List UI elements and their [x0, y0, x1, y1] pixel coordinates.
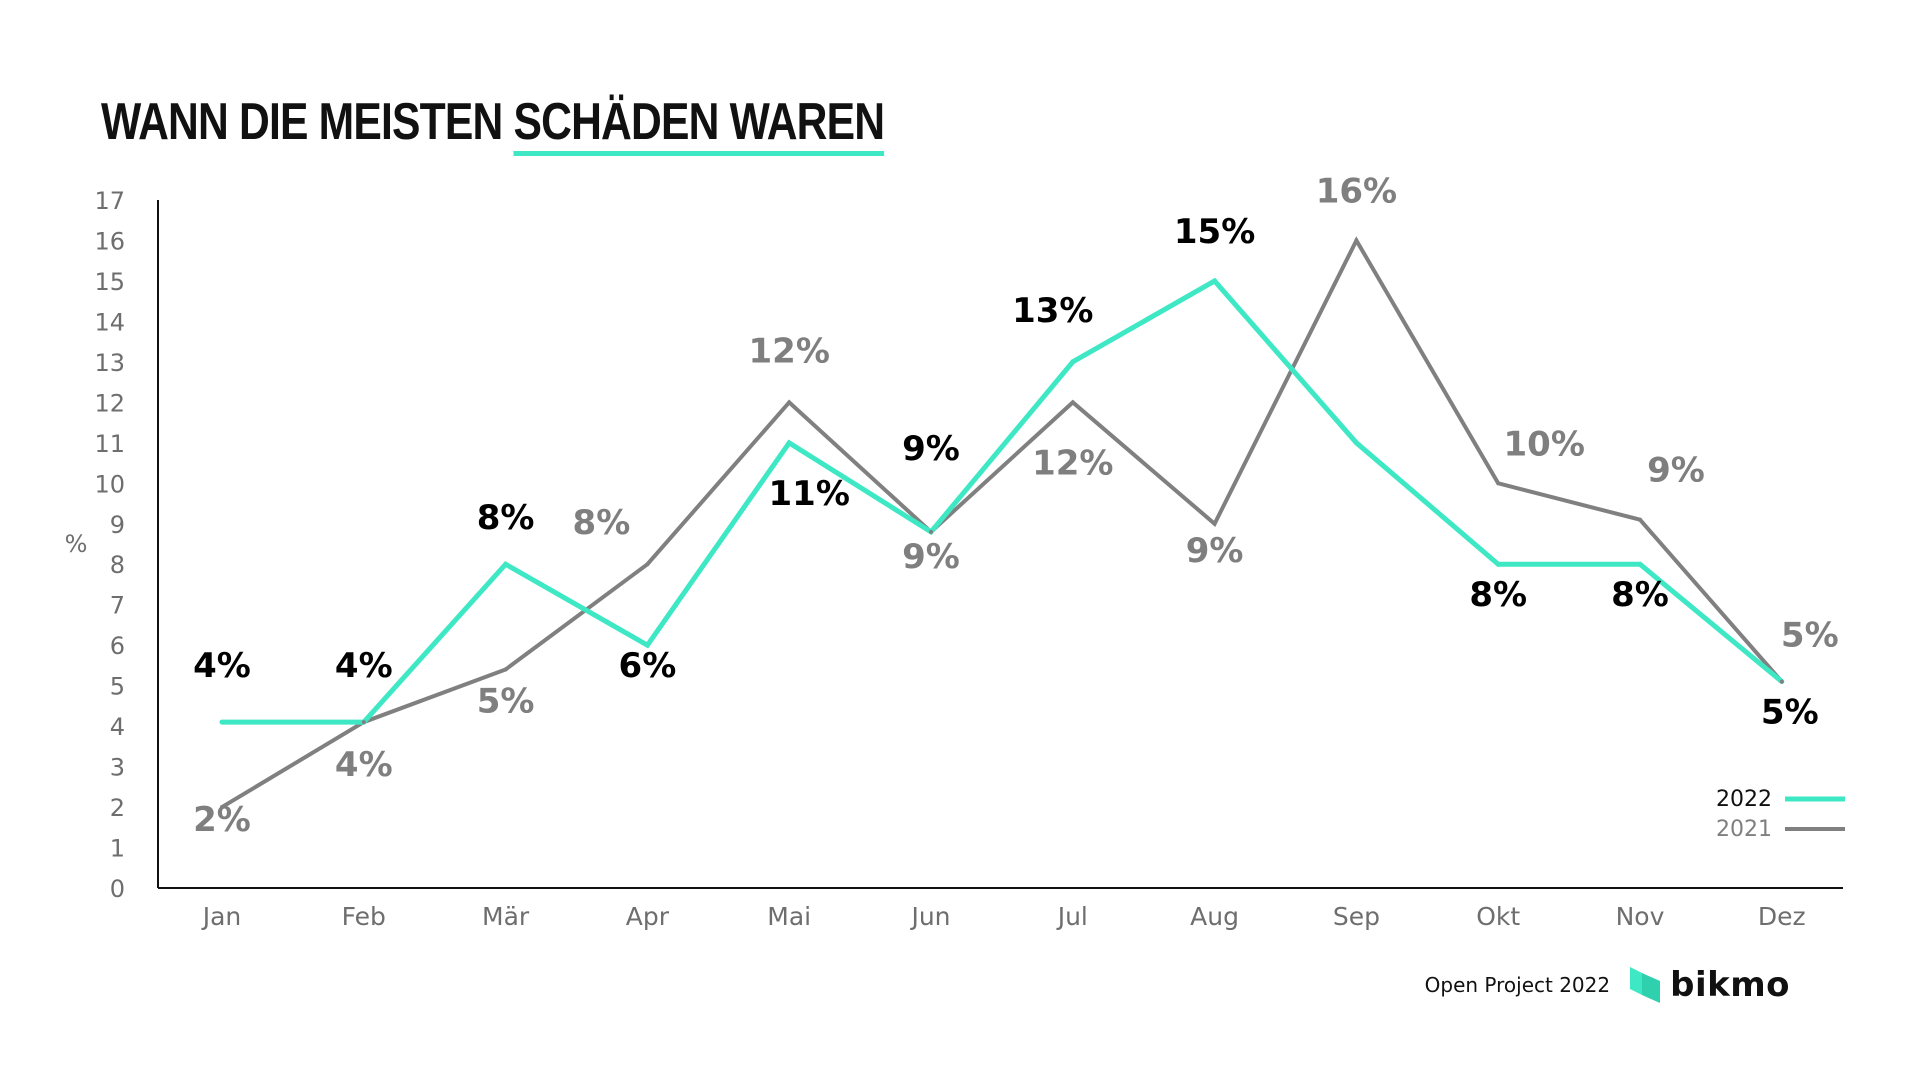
x-tick-label: Feb [342, 902, 386, 931]
y-tick-label: 7 [110, 592, 125, 620]
series-line-2021 [220, 236, 1784, 809]
data-label-2021: 8% [573, 503, 631, 543]
data-label-2021: 9% [1186, 531, 1244, 571]
data-point-2021 [1779, 679, 1784, 684]
y-tick-label: 6 [110, 632, 125, 660]
y-tick-label: 2 [110, 794, 125, 822]
x-tick-label: Okt [1476, 902, 1520, 931]
data-point-2021 [361, 720, 366, 725]
data-label-2022: 13% [1012, 291, 1093, 331]
y-axis-label: % [65, 530, 88, 558]
data-label-2021: 2% [193, 800, 251, 840]
chart-title: WANN DIE MEISTEN SCHÄDEN WAREN [101, 92, 885, 156]
y-tick-label: 17 [94, 187, 125, 215]
data-label-2021: 5% [1781, 616, 1839, 656]
data-point-2021 [645, 562, 650, 567]
data-label-2021: 9% [1647, 451, 1705, 491]
data-point-2021 [1070, 400, 1075, 405]
brand-name: bikmo [1670, 965, 1790, 1005]
footer: Open Project 2022 bikmo [1425, 965, 1790, 1005]
x-tick-label: Mai [767, 902, 811, 931]
data-point-2021 [1638, 517, 1642, 522]
brand: bikmo [1628, 965, 1790, 1005]
data-label-2022: 5% [1761, 693, 1819, 733]
data-point-2022 [1637, 561, 1643, 567]
data-label-2022: 11% [769, 474, 850, 514]
y-tick-label: 5 [110, 673, 125, 701]
x-tick-label: Jul [1056, 902, 1088, 931]
data-point-2022 [644, 642, 650, 648]
y-tick-label: 3 [110, 754, 125, 782]
data-label-2022: 4% [193, 646, 251, 686]
data-label-2021: 10% [1504, 424, 1585, 464]
y-tick-label: 9 [110, 511, 125, 539]
data-point-2022 [1070, 359, 1076, 365]
data-label-2022: 6% [619, 646, 677, 686]
data-label-2021: 16% [1316, 171, 1397, 211]
x-tick-label: Jun [909, 902, 950, 931]
title-part-1: WANN DIE MEISTEN [101, 93, 514, 151]
data-point-2021 [929, 529, 933, 534]
x-tick-label: Dez [1758, 902, 1806, 931]
y-tick-label: 1 [110, 835, 125, 863]
data-label-2021: 4% [335, 745, 393, 785]
data-label-2022: 8% [1469, 575, 1527, 615]
data-point-2022 [1495, 561, 1501, 567]
data-point-2022 [1353, 440, 1359, 446]
data-label-2022: 8% [1611, 575, 1669, 615]
data-point-2022 [786, 440, 792, 446]
x-tick-label: Apr [626, 902, 670, 931]
y-tick-label: 8 [110, 551, 125, 579]
y-tick-label: 15 [94, 268, 125, 296]
y-tick-label: 10 [94, 470, 125, 498]
data-label-2021: 12% [1032, 443, 1113, 483]
data-point-2022 [503, 561, 509, 567]
data-point-2021 [1496, 481, 1501, 486]
x-tick-label: Jan [201, 902, 242, 931]
data-point-2022 [219, 719, 225, 725]
data-point-2021 [787, 400, 792, 405]
x-tick-label: Aug [1190, 902, 1239, 931]
x-tick-label: Nov [1616, 902, 1665, 931]
footer-project-label: Open Project 2022 [1424, 973, 1611, 997]
bikmo-logo-icon [1630, 967, 1661, 1003]
data-point-2021 [220, 805, 224, 810]
x-tick-label: Sep [1333, 902, 1380, 931]
y-tick-label: 14 [94, 308, 125, 336]
data-label-2021: 12% [749, 331, 830, 371]
y-tick-label: 16 [94, 227, 125, 255]
legend-label-2021: 2021 [1716, 817, 1772, 842]
data-label-2022: 15% [1174, 212, 1255, 252]
data-point-2021 [1354, 238, 1359, 243]
y-tick-label: 11 [94, 430, 125, 458]
data-point-2022 [1212, 278, 1218, 284]
y-tick-label: 13 [94, 349, 125, 377]
y-tick-label: 4 [110, 713, 125, 741]
data-point-2021 [503, 667, 508, 672]
title-part-2-highlight: SCHÄDEN WAREN [513, 93, 885, 156]
x-tick-label: Mär [482, 902, 530, 931]
data-label-2022: 8% [477, 498, 535, 538]
data-label-2021: 9% [902, 537, 960, 577]
data-label-2022: 9% [902, 429, 960, 469]
data-point-2021 [1212, 521, 1217, 526]
data-label-2021: 5% [477, 681, 535, 721]
legend-label-2022: 2022 [1716, 787, 1772, 812]
y-tick-label: 12 [94, 389, 125, 417]
series-line-2022 [222, 277, 1784, 725]
data-label-2022: 4% [335, 646, 393, 686]
y-tick-label: 0 [110, 875, 125, 903]
